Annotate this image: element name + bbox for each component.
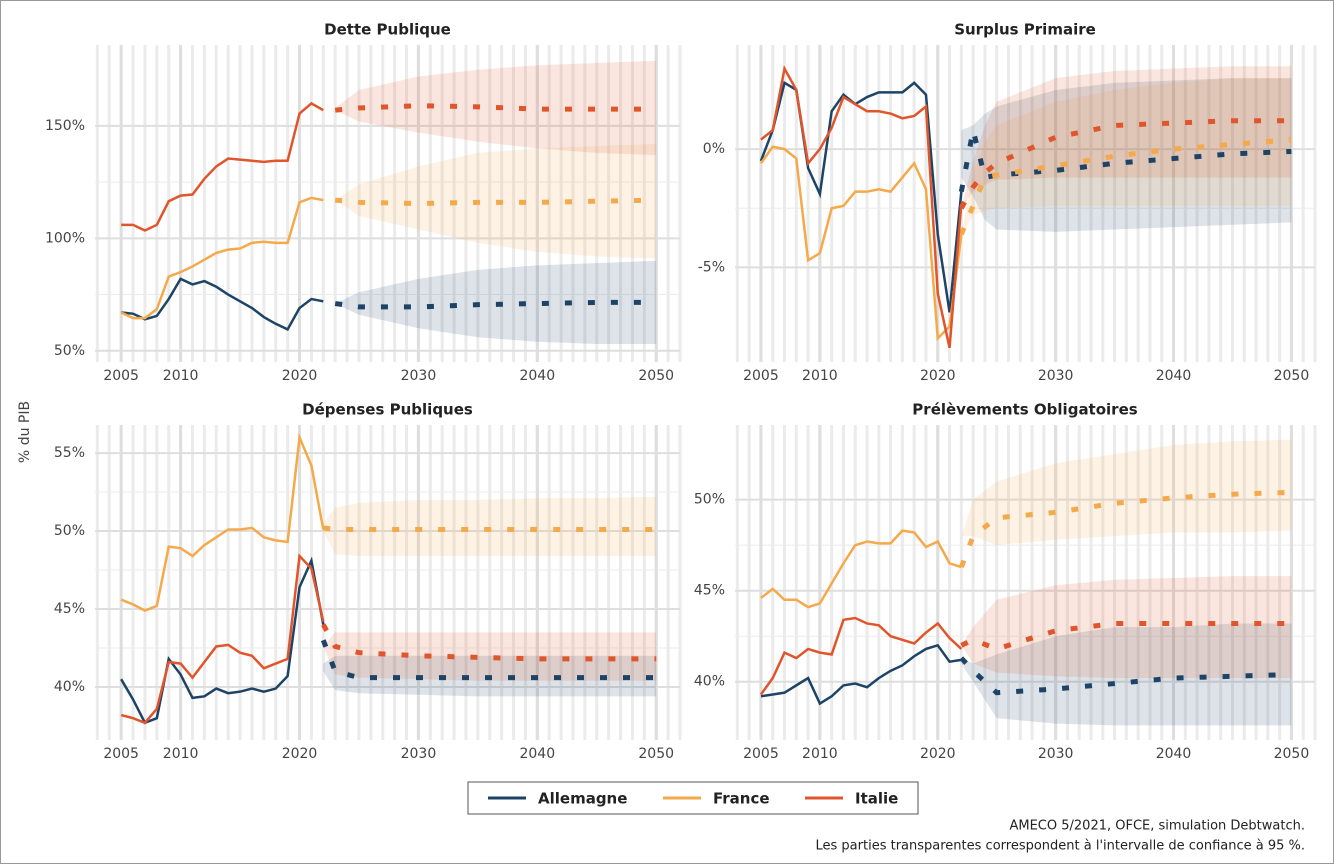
y-tick-label: 40% [694, 674, 725, 690]
x-tick-label: 2020 [920, 746, 956, 762]
y-tick-label: 45% [54, 601, 85, 617]
x-tick-label: 2050 [1274, 746, 1310, 762]
confidence-band [323, 496, 657, 556]
y-tick-label: 55% [54, 445, 85, 461]
projection-line [321, 623, 657, 662]
y-tick-label: 50% [694, 492, 725, 508]
history-line [120, 196, 324, 320]
history-line [759, 145, 963, 342]
history-line [760, 643, 962, 706]
projection-line [959, 656, 1292, 696]
y-tick-label: 50% [54, 343, 85, 359]
confidence-band [961, 623, 1292, 726]
x-tick-label: 2005 [103, 368, 139, 384]
y-axis-label: % du PIB [17, 401, 33, 463]
x-tick-label: 2050 [1274, 368, 1310, 384]
history-line [759, 616, 963, 696]
confidence-band [961, 576, 1292, 679]
x-tick-label: 2020 [282, 368, 318, 384]
x-tick-label: 2030 [401, 746, 437, 762]
confidence-band [335, 143, 657, 259]
x-tick-label: 2005 [743, 746, 779, 762]
y-tick-label: 100% [45, 230, 85, 246]
panel-title: Dépenses Publiques [302, 401, 473, 419]
projection-line [334, 103, 657, 113]
history-line [120, 553, 325, 725]
y-tick-label: 40% [54, 679, 85, 695]
confidence-band [961, 78, 1292, 232]
x-tick-label: 2005 [743, 368, 779, 384]
x-tick-label: 2020 [282, 746, 318, 762]
legend-label: Italie [855, 790, 898, 808]
x-tick-label: 2050 [638, 746, 674, 762]
history-line [121, 277, 324, 332]
projection-line [334, 299, 657, 310]
x-tick-label: 2040 [519, 368, 555, 384]
confidence-band [961, 66, 1292, 209]
source-note: Les parties transparentes correspondent … [816, 839, 1305, 854]
x-tick-label: 2030 [1038, 368, 1074, 384]
confidence-band [323, 632, 657, 681]
x-tick-label: 2010 [163, 368, 199, 384]
history-line [760, 529, 962, 609]
x-tick-label: 2005 [103, 746, 139, 762]
x-tick-label: 2040 [1156, 368, 1192, 384]
x-tick-label: 2020 [920, 368, 956, 384]
y-tick-label: 50% [54, 523, 85, 539]
x-tick-label: 2010 [163, 746, 199, 762]
x-tick-label: 2030 [1038, 746, 1074, 762]
history-line [760, 65, 963, 349]
panel-title: Prélèvements Obligatoires [912, 401, 1137, 419]
x-tick-label: 2040 [519, 746, 555, 762]
projection-line [334, 197, 657, 207]
source: AMECO 5/2021, OFCE, simulation Debtwatch… [1009, 819, 1305, 834]
confidence-band [961, 439, 1292, 546]
legend-label: France [713, 790, 770, 808]
panel-title: Surplus Primaire [954, 21, 1096, 39]
legend-label: Allemagne [538, 790, 627, 808]
x-tick-label: 2010 [802, 368, 838, 384]
x-tick-label: 2050 [638, 368, 674, 384]
panel-title: Dette Publique [324, 21, 451, 39]
confidence-band [335, 60, 657, 156]
x-tick-label: 2040 [1156, 746, 1192, 762]
y-tick-label: 150% [45, 118, 85, 134]
y-tick-label: -5% [698, 259, 725, 275]
x-tick-label: 2030 [401, 368, 437, 384]
history-line [121, 101, 324, 232]
confidence-band [961, 78, 1292, 235]
y-tick-label: 45% [694, 583, 725, 599]
projection-line [959, 118, 1292, 210]
confidence-band [335, 260, 657, 345]
x-tick-label: 2010 [802, 746, 838, 762]
history-line [120, 432, 325, 612]
y-tick-label: 0% [703, 141, 725, 157]
history-line [120, 556, 325, 725]
